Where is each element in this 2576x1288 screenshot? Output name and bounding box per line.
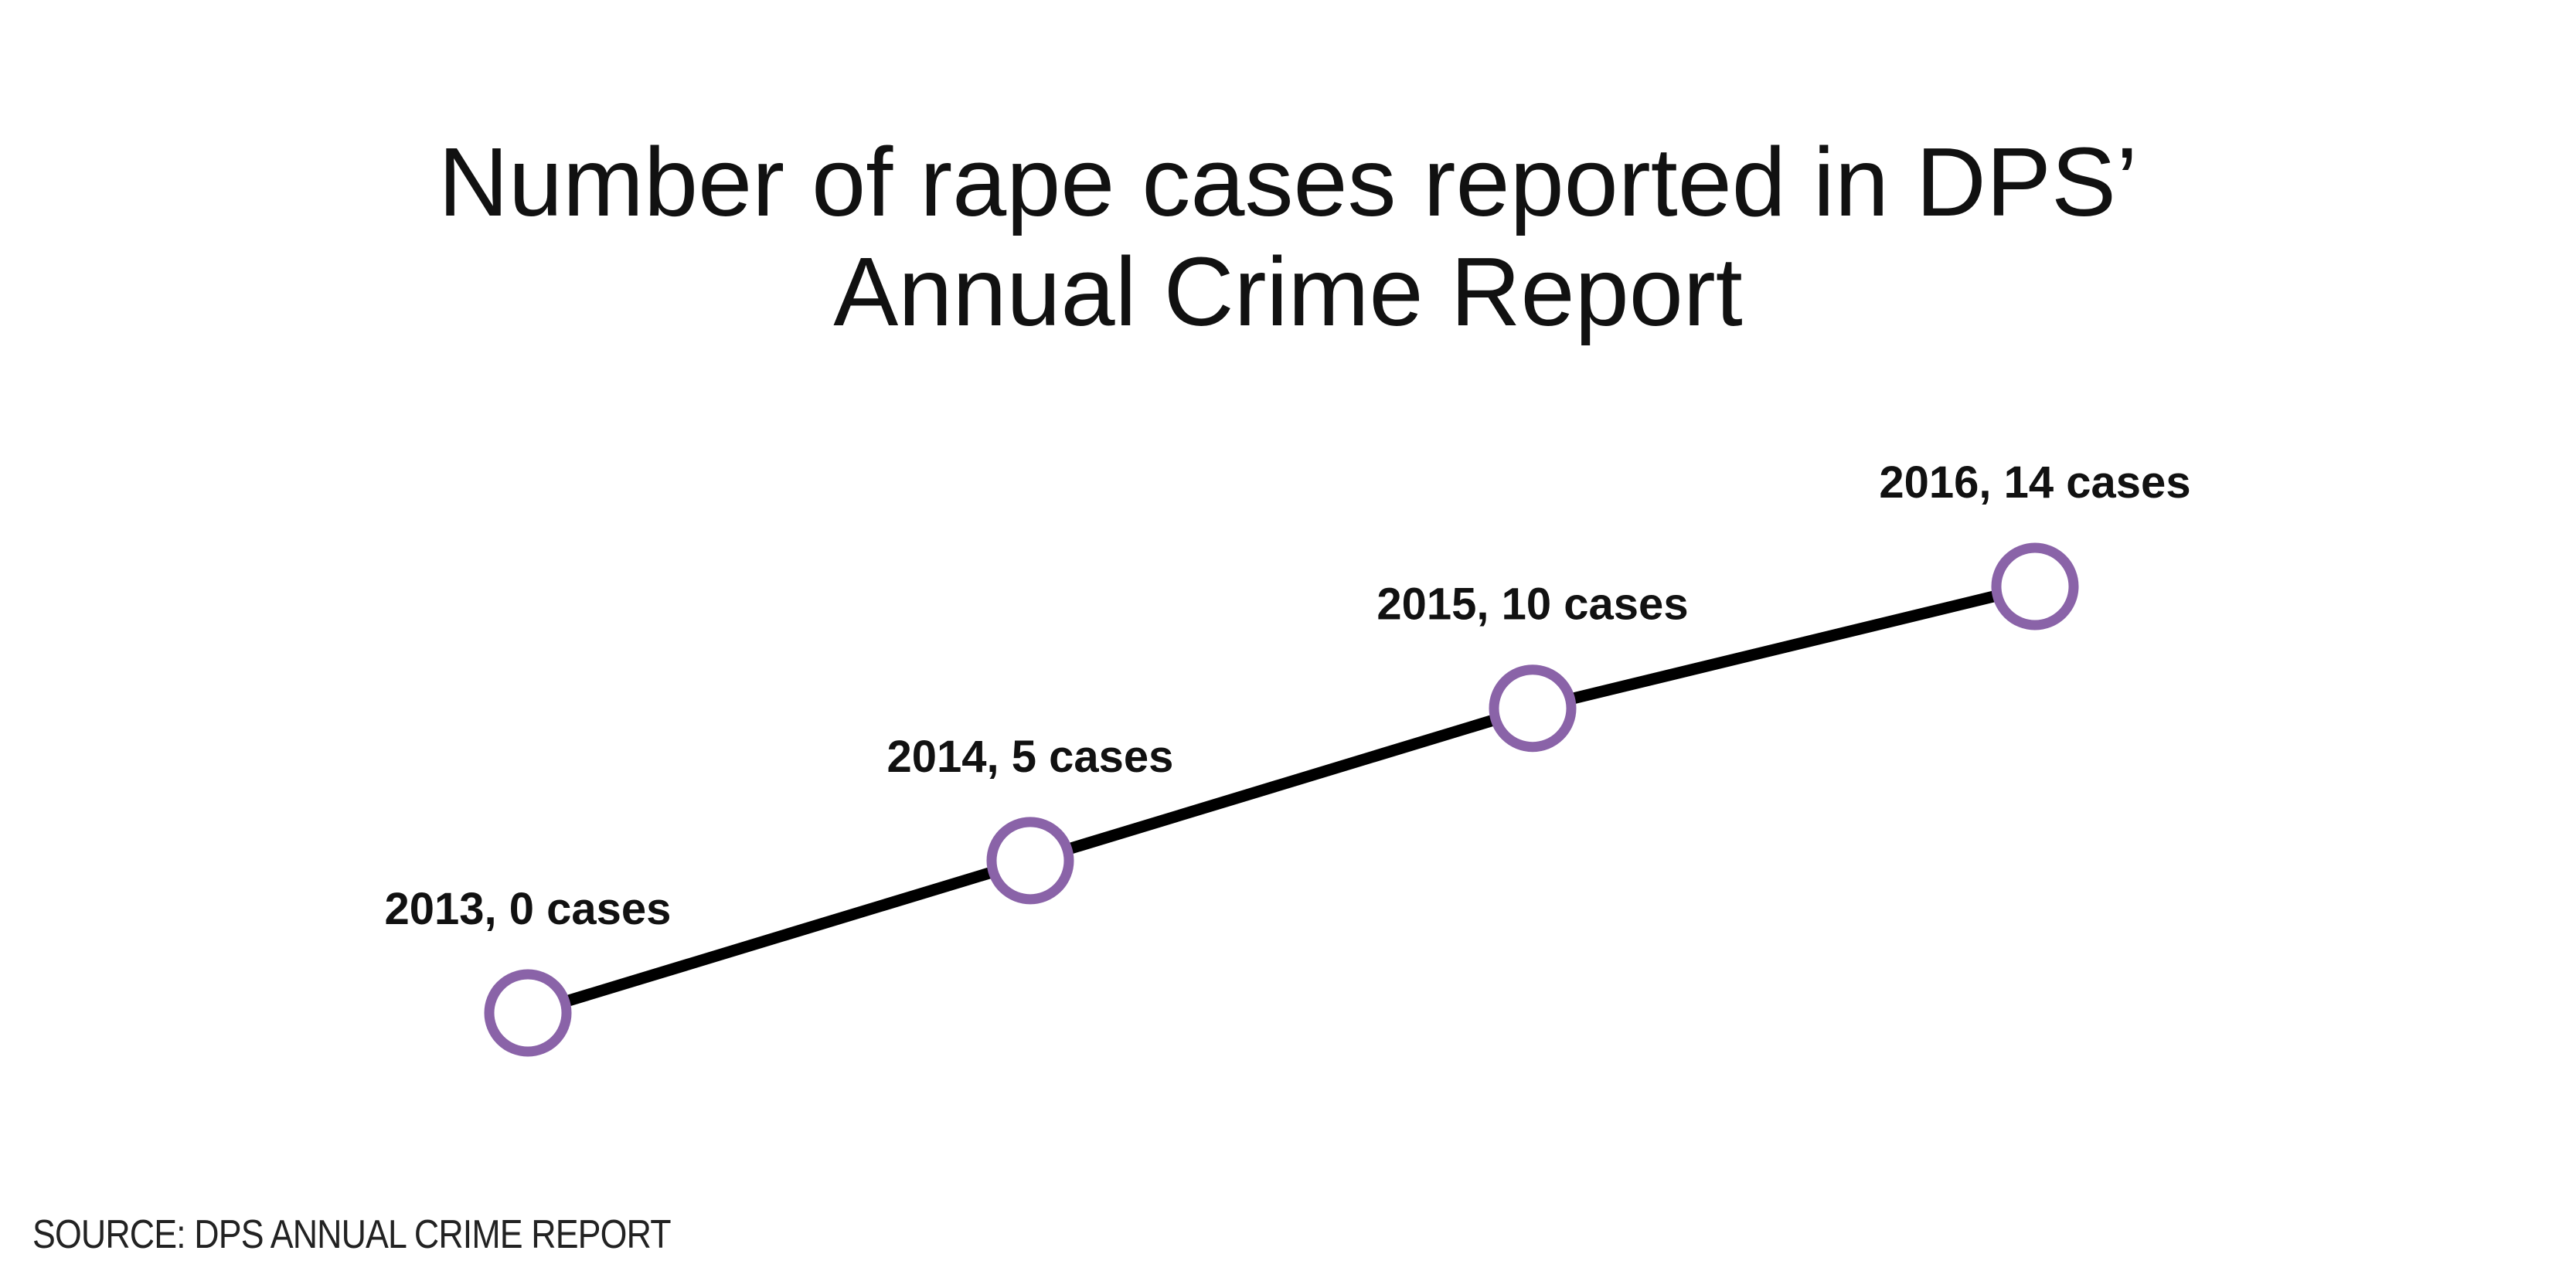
- data-label-2016: 2016, 14 cases: [1879, 457, 2190, 508]
- source-note: SOURCE: DPS ANNUAL CRIME REPORT: [32, 1212, 672, 1257]
- series-line: [526, 580, 2037, 1019]
- data-point-2016: [1991, 542, 2079, 630]
- series-layer: [526, 580, 2037, 1019]
- data-label-2015: 2015, 10 cases: [1376, 579, 1688, 630]
- data-label-2014: 2014, 5 cases: [887, 732, 1174, 782]
- data-point-2014: [986, 817, 1074, 905]
- chart-title-line-1: Number of rape cases reported in DPS’: [437, 127, 2139, 236]
- marker-layer: [484, 542, 2079, 1057]
- label-layer: 2013, 0 cases 2014, 5 cases 2015, 10 cases…: [385, 457, 2191, 934]
- data-point-2013: [484, 969, 572, 1057]
- data-label-2013: 2013, 0 cases: [385, 884, 672, 934]
- data-point-2015: [1489, 664, 1577, 753]
- chart-title: Number of rape cases reported in DPS’ An…: [0, 127, 2576, 347]
- chart-title-line-2: Annual Crime Report: [833, 237, 1743, 346]
